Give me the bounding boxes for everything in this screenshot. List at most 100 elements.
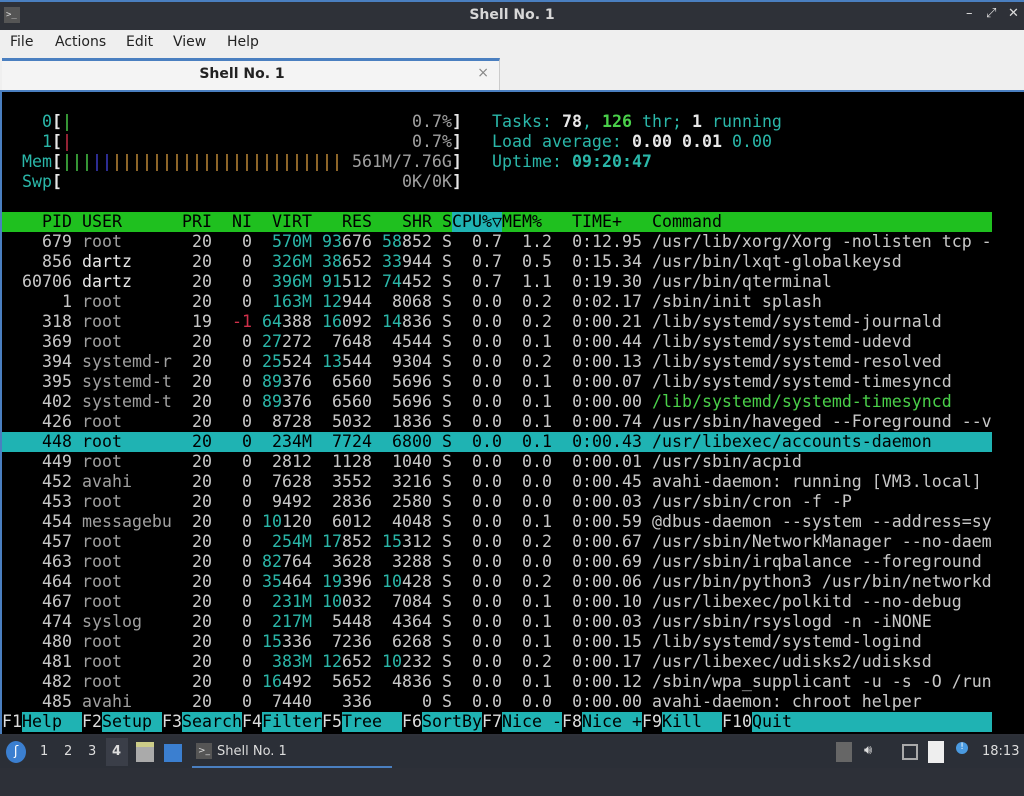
- column-header-user[interactable]: USER: [82, 212, 122, 231]
- start-menu-icon[interactable]: ʃ: [6, 741, 26, 763]
- column-header-ni[interactable]: NI: [232, 212, 252, 231]
- menu-actions[interactable]: Actions: [55, 34, 107, 50]
- meter-cpu0: 0[| 0.7%]: [2, 112, 992, 132]
- cell-cpu: 0.0: [472, 612, 502, 631]
- process-row[interactable]: 463 root 20 0 82764 3628 3288 S 0.0 0.0 0:00.69/us…: [2, 552, 992, 572]
- process-row[interactable]: 452 avahi 20 0 7628 3552 3216 S 0.0 0.0 0:00.45 ava…: [2, 472, 992, 492]
- cell-time: 0:19.30: [572, 272, 642, 291]
- process-row[interactable]: 474 syslog 20 0 217M 5448 4364 S 0.0 0.1 0:00.03/u…: [2, 612, 992, 632]
- column-header-pri[interactable]: PRI: [182, 212, 212, 231]
- separator: ,: [582, 112, 602, 131]
- process-row[interactable]: 485 avahi 20 0 7440 336 0 S 0.0 0.0 0:00.00 avahi-d…: [2, 692, 992, 712]
- cell-pri: 20: [192, 432, 212, 451]
- cell-command: /lib/systemd/systemd-resolved: [652, 352, 942, 371]
- process-row[interactable]: 449 root 20 0 2812 1128 1040 S 0.0 0.0 0:00.01/usr…: [2, 452, 992, 472]
- column-header-shr[interactable]: SHR: [402, 212, 432, 231]
- browser-icon[interactable]: [164, 744, 182, 762]
- menu-view[interactable]: View: [173, 34, 207, 50]
- process-row[interactable]: 402 systemd-t 20 0 89376 6560 5696 S 0.0 0.1 0:00.…: [2, 392, 992, 412]
- cell-pid: 485: [42, 692, 72, 711]
- cell-pri: 20: [192, 672, 212, 691]
- column-header-pid[interactable]: PID: [42, 212, 72, 231]
- column-header-res[interactable]: RES: [342, 212, 372, 231]
- mem-bar-cache: |: [252, 152, 262, 171]
- function-key-label[interactable]: Filter: [262, 712, 322, 732]
- cell-command: /lib/systemd/systemd-journald: [652, 312, 942, 331]
- meter-label: Swp: [22, 172, 52, 191]
- file-manager-icon[interactable]: [136, 742, 154, 762]
- function-key-label[interactable]: Help: [22, 712, 82, 732]
- maximize-button[interactable]: ⤢: [986, 6, 997, 21]
- process-row[interactable]: 457 root 20 0 254M 17852 15312 S 0.0 0.2 0:00.67/u…: [2, 532, 992, 552]
- function-key-label[interactable]: Search: [182, 712, 242, 732]
- function-key-f10: F10: [722, 712, 752, 731]
- process-row[interactable]: 464 root 20 0 35464 19396 10428 S 0.0 0.2 0:00.06 /…: [2, 572, 992, 592]
- process-row[interactable]: 453 root 20 0 9492 2836 2580 S 0.0 0.0 0:00.03/usr…: [2, 492, 992, 512]
- function-key-label[interactable]: Tree: [342, 712, 402, 732]
- function-key-label[interactable]: Quit: [752, 712, 992, 732]
- volume-icon[interactable]: 🔊︎: [864, 743, 873, 758]
- tab-shell-1[interactable]: Shell No. 1 ×: [2, 58, 500, 90]
- cell-res: 5448: [332, 612, 372, 631]
- process-row[interactable]: 454 messagebu 20 0 10120 6012 4048 S 0.0 0.1 0:00.…: [2, 512, 992, 532]
- notification-icon[interactable]: !: [956, 742, 968, 754]
- cell-mem: 0.2: [522, 312, 552, 331]
- taskbar-task-shell[interactable]: >_ Shell No. 1: [192, 736, 392, 768]
- process-row[interactable]: 426 root 20 0 8728 5032 1836 S 0.0 0.1 0:00.74/usr…: [2, 412, 992, 432]
- workspace-3[interactable]: 3: [88, 744, 97, 759]
- clipboard-icon[interactable]: [928, 741, 944, 763]
- function-key-label[interactable]: SortBy: [422, 712, 482, 732]
- tab-close-icon[interactable]: ×: [477, 65, 489, 81]
- cpu-bar: |: [62, 132, 72, 151]
- workspace-1[interactable]: 1: [40, 744, 49, 759]
- menu-help[interactable]: Help: [227, 34, 259, 50]
- clock[interactable]: 18:13: [982, 744, 1020, 759]
- bracket: ]: [452, 172, 462, 191]
- column-header-mem[interactable]: MEM%: [502, 212, 542, 231]
- column-header-state[interactable]: S: [442, 212, 452, 231]
- process-row[interactable]: 395 systemd-t 20 0 89376 6560 5696 S 0.0 0.1 0:00.…: [2, 372, 992, 392]
- tray-arrow-icon[interactable]: [836, 742, 852, 762]
- function-key-label[interactable]: Kill: [662, 712, 722, 732]
- workspace-4[interactable]: 4: [106, 738, 128, 766]
- process-row[interactable]: 467 root 20 0 231M 10032 7084 S 0.0 0.1 0:00.10/us…: [2, 592, 992, 612]
- process-row[interactable]: 1 root 20 0 163M 12944 8068 S 0.0 0.2 0:02.17/sbin…: [2, 292, 992, 312]
- cell-cpu: 0.0: [472, 432, 502, 451]
- cell-pri: 20: [192, 552, 212, 571]
- cell-cpu: 0.0: [472, 692, 502, 711]
- close-button[interactable]: ✕: [1008, 6, 1019, 21]
- menu-edit[interactable]: Edit: [126, 34, 154, 50]
- process-row[interactable]: 480 root 20 0 15336 7236 6268 S 0.0 0.1 0:00.15/li…: [2, 632, 992, 652]
- process-row[interactable]: 679 root 20 0 570M 93676 58852 S 0.7 1.2 0:12.95/u…: [2, 232, 992, 252]
- workspace-2[interactable]: 2: [64, 744, 73, 759]
- load-average-line: Load average: 0.00 0.01 0.00: [2, 132, 992, 152]
- function-key-label[interactable]: Nice +: [582, 712, 642, 732]
- terminal-icon: >_: [196, 743, 212, 759]
- function-key-f3: F3: [162, 712, 182, 731]
- process-row[interactable]: 369 root 20 0 27272 7648 4544 S 0.0 0.1 0:00.44/li…: [2, 332, 992, 352]
- menu-file[interactable]: File: [10, 34, 34, 50]
- minimize-button[interactable]: –: [966, 6, 973, 21]
- process-row[interactable]: 394 systemd-r 20 0 25524 13544 9304 S 0.0 0.2 0:00…: [2, 352, 992, 372]
- cell-ni: 0: [242, 632, 252, 651]
- process-row[interactable]: 318 root 19 -1 64388 16092 14836 S 0.0 0.2 0:00.21…: [2, 312, 992, 332]
- function-key-label[interactable]: Setup: [102, 712, 162, 732]
- network-icon[interactable]: [902, 744, 918, 760]
- cell-ni: 0: [242, 252, 252, 271]
- process-row[interactable]: 448 root 20 0 234M 7724 6800 S 0.0 0.1 0:00.43/usr…: [2, 432, 992, 452]
- column-header-virt[interactable]: VIRT: [272, 212, 312, 231]
- process-row[interactable]: 856 dartz 20 0 326M 38652 33944 S 0.7 0.5 0:15.34 /…: [2, 252, 992, 272]
- process-row[interactable]: 481 root 20 0 383M 12652 10232 S 0.0 0.2 0:00.17/u…: [2, 652, 992, 672]
- column-header-command[interactable]: Command: [652, 212, 722, 231]
- function-key-f4: F4: [242, 712, 262, 731]
- process-row[interactable]: 60706 dartz 20 0 396M 91512 74452 S 0.7 1.1 0:19.3…: [2, 272, 992, 292]
- cell-user: avahi: [82, 692, 132, 711]
- terminal[interactable]: 0[| 0.7%] 1[| 0.7%] Mem[| | | | | | | | | | | | | | | | | | | |…: [0, 92, 1024, 734]
- column-header-time[interactable]: TIME+: [572, 212, 622, 231]
- cell-ni: 0: [242, 592, 252, 611]
- cell-time: 0:00.07: [572, 372, 642, 391]
- process-row[interactable]: 482 root 20 0 16492 5652 4836 S 0.0 0.1 0:00.12/sb…: [2, 672, 992, 692]
- function-key-label[interactable]: Nice -: [502, 712, 562, 732]
- column-header-cpu[interactable]: CPU%▽: [452, 212, 502, 232]
- cell-virt: 89376: [262, 372, 312, 391]
